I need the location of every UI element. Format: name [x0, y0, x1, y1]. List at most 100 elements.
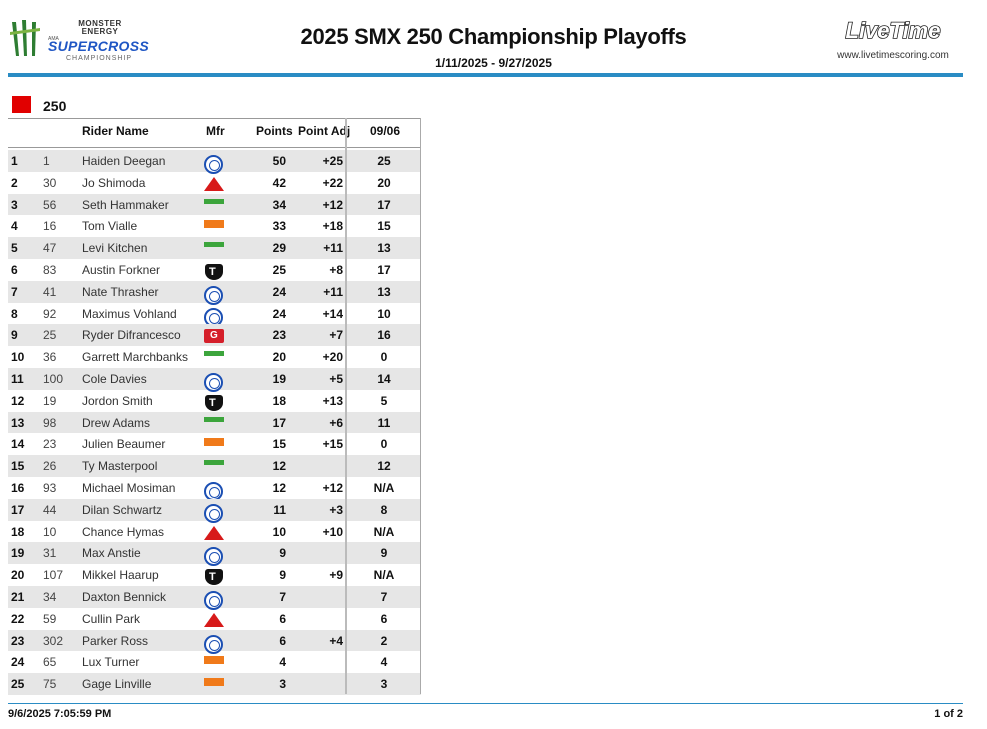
race-points-cell: 10 — [377, 306, 391, 321]
manufacturer-cell — [198, 413, 228, 433]
race-points-cell: 5 — [380, 393, 388, 408]
race-points-cell: N/A — [373, 480, 395, 495]
race-points-cell: N/A — [373, 524, 395, 539]
kawasaki-logo-icon — [204, 198, 224, 204]
rider-name-cell: Drew Adams — [82, 415, 151, 430]
position-cell: 4 — [11, 219, 18, 234]
honda-logo-icon — [204, 612, 224, 627]
position-cell: 12 — [11, 393, 25, 408]
table-row: 16 93 Michael Mosiman 12 +12 N/A — [8, 477, 421, 501]
point-adj-cell: +12 — [322, 480, 343, 495]
yamaha-logo-icon — [204, 155, 223, 174]
table-row: 21 34 Daxton Bennick 7 7 — [8, 585, 421, 610]
position-cell: 24 — [11, 655, 25, 670]
header-rider-name: Rider Name — [82, 124, 149, 138]
manufacturer-cell — [198, 282, 228, 305]
point-adj-cell: +8 — [329, 262, 343, 277]
kawasaki-logo-icon — [204, 416, 224, 422]
yamaha-logo-icon — [204, 285, 223, 305]
points-cell: 34 — [272, 197, 286, 212]
rider-number-cell: 1 — [43, 154, 50, 168]
honda-logo-icon — [204, 525, 224, 540]
point-adj-cell: +12 — [322, 197, 343, 212]
manufacturer-cell — [198, 238, 228, 258]
rider-name-cell: Haiden Deegan — [82, 154, 166, 168]
manufacturer-cell — [198, 543, 228, 567]
table-row: 2 30 Jo Shimoda 42 +22 20 — [8, 172, 421, 194]
yamaha-logo-icon — [204, 372, 223, 392]
rider-name-cell: Max Anstie — [82, 546, 141, 561]
table-row: 20 107 Mikkel Haarup 9 +9 N/A — [8, 564, 421, 586]
table-row: 10 36 Garrett Marchbanks 20 +20 0 — [8, 346, 421, 368]
position-cell: 9 — [11, 328, 18, 343]
rider-number-cell: 98 — [43, 415, 57, 430]
rider-name-cell: Ryder Difrancesco — [82, 328, 181, 343]
manufacturer-cell — [198, 565, 228, 586]
header-mfr: Mfr — [206, 124, 225, 138]
footer-divider — [8, 703, 963, 704]
manufacturer-cell — [198, 391, 228, 411]
points-cell: 7 — [279, 589, 286, 604]
point-adj-cell: +14 — [322, 306, 343, 321]
rider-name-cell: Cullin Park — [82, 611, 141, 626]
rider-number-cell: 47 — [43, 241, 57, 256]
table-row: 1 1 Haiden Deegan 50 +25 25 — [8, 150, 421, 174]
rider-number-cell: 34 — [43, 589, 57, 604]
rider-number-cell: 41 — [43, 284, 57, 299]
gasgas-logo-icon — [204, 329, 224, 344]
points-cell: 3 — [279, 677, 286, 692]
table-row: 23 302 Parker Ross 6 +4 2 — [8, 629, 421, 654]
manufacturer-cell — [198, 456, 228, 476]
yamaha-logo-icon — [204, 503, 223, 523]
table-row: 15 26 Ty Masterpool 12 12 — [8, 455, 421, 477]
page-title: 2025 SMX 250 Championship Playoffs — [300, 24, 687, 49]
kawasaki-logo-icon — [204, 460, 224, 466]
points-cell: 23 — [272, 328, 286, 343]
table-row: 5 47 Levi Kitchen 29 +11 13 — [8, 237, 421, 259]
points-cell: 24 — [272, 306, 286, 321]
race-points-cell: 8 — [380, 502, 388, 517]
standings-table: 1 1 Haiden Deegan 50 +25 25 2 30 Jo Shimoda 42 +22… — [8, 150, 421, 695]
point-adj-cell: +3 — [329, 502, 343, 517]
manufacturer-cell — [198, 652, 228, 672]
position-cell: 1 — [11, 154, 18, 168]
position-cell: 2 — [11, 175, 18, 190]
points-cell: 19 — [272, 371, 286, 386]
rider-number-cell: 10 — [43, 524, 57, 539]
rider-number-cell: 19 — [43, 393, 57, 408]
position-cell: 20 — [11, 568, 25, 583]
table-row: 22 59 Cullin Park 6 6 — [8, 608, 421, 630]
rider-number-cell: 65 — [43, 655, 57, 670]
position-cell: 23 — [11, 633, 25, 648]
position-cell: 21 — [11, 589, 25, 604]
point-adj-cell: +25 — [322, 154, 343, 168]
honda-logo-icon — [204, 176, 224, 191]
rider-number-cell: 107 — [43, 568, 64, 583]
point-adj-cell: +11 — [323, 241, 343, 256]
livetime-url[interactable]: www.livetimescoring.com — [837, 50, 949, 61]
points-cell: 11 — [273, 502, 286, 517]
points-cell: 15 — [272, 437, 286, 452]
brand-top-text: MONSTER ENERGY — [78, 19, 122, 36]
race-points-cell: 13 — [377, 284, 391, 299]
manufacturer-cell — [198, 260, 228, 280]
supercross-logo: MONSTER ENERGY AMA SUPERCROSS CHAMPIONSH… — [8, 16, 158, 66]
position-cell: 10 — [11, 350, 25, 365]
manufacturer-cell — [198, 347, 228, 367]
class-color-swatch — [12, 96, 31, 113]
manufacturer-cell — [198, 522, 228, 542]
manufacturer-cell — [198, 587, 228, 610]
rider-name-cell: Nate Thrasher — [82, 284, 159, 299]
race-points-cell: 25 — [377, 154, 391, 168]
table-row: 4 16 Tom Vialle 33 +18 15 — [8, 215, 421, 237]
rider-number-cell: 23 — [43, 437, 57, 452]
table-row: 7 41 Nate Thrasher 24 +11 13 — [8, 280, 421, 305]
rider-number-cell: 93 — [43, 480, 57, 495]
rider-number-cell: 83 — [43, 262, 57, 277]
race-points-cell: 7 — [380, 589, 388, 604]
points-cell: 20 — [272, 350, 286, 365]
point-adj-cell: +20 — [322, 350, 343, 365]
race-points-cell: 20 — [377, 175, 391, 190]
race-column-divider — [345, 118, 347, 694]
position-cell: 7 — [11, 284, 18, 299]
